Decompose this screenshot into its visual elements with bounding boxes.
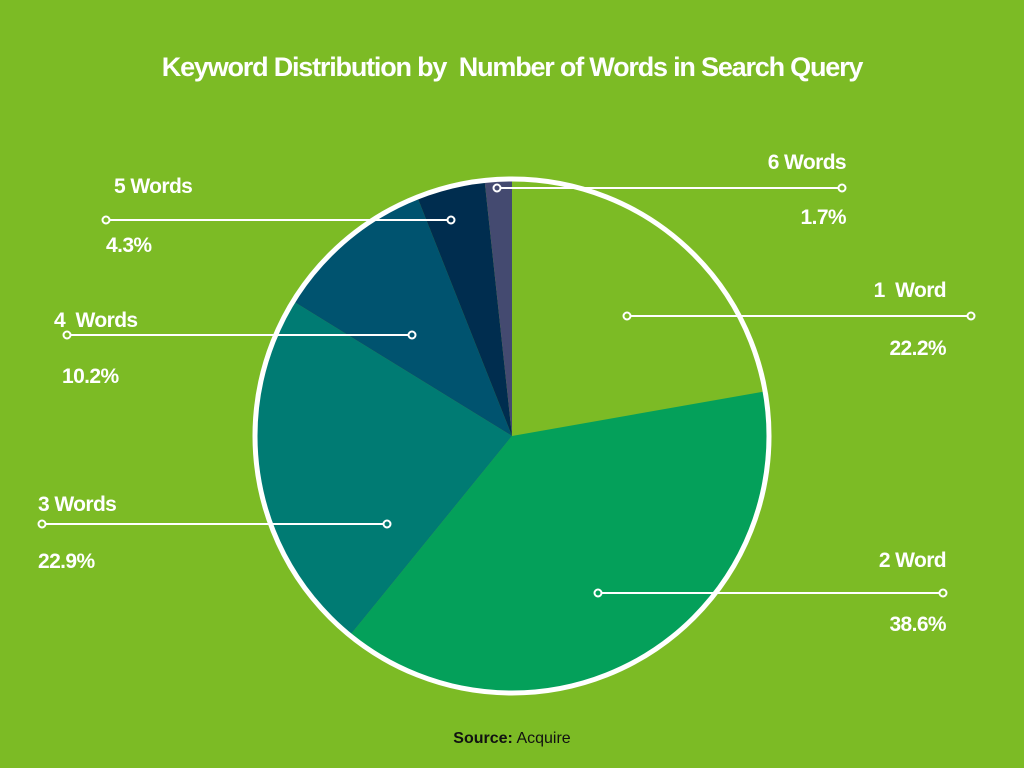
value-6-words: 1.7% xyxy=(800,206,847,229)
label-2-word: 2 Word xyxy=(878,549,947,572)
leader-dot-icon xyxy=(62,330,72,340)
label-6-words: 6 Words xyxy=(767,151,847,174)
leader-dot-icon xyxy=(966,311,976,321)
label-1-word: 1 Word xyxy=(873,279,947,302)
pie-ring xyxy=(252,176,772,696)
chart-title: Keyword Distribution by Number of Words … xyxy=(161,52,864,82)
leader-dot-icon xyxy=(938,588,948,598)
slice-5-words xyxy=(417,181,512,436)
value-2-word: 38.6% xyxy=(889,613,946,636)
slice-1-word xyxy=(512,180,765,436)
leader-lines xyxy=(37,183,976,598)
pie-slices xyxy=(256,180,768,692)
label-3-words: 3 Words xyxy=(38,493,117,516)
leader-dot-icon xyxy=(593,588,603,598)
source-note: Source: Acquire xyxy=(0,730,1024,748)
value-3-words: 22.9% xyxy=(38,550,95,573)
label-4-words: 4 Words xyxy=(54,309,138,332)
source-label: Source: xyxy=(453,730,513,747)
value-1-word: 22.2% xyxy=(889,337,946,360)
slice-3-words xyxy=(256,301,512,635)
leader-dot-icon xyxy=(622,311,632,321)
slice-6-words xyxy=(484,180,512,436)
leader-dot-icon xyxy=(382,519,392,529)
leader-dot-icon xyxy=(101,215,111,225)
value-5-words: 4.3% xyxy=(106,234,152,257)
slice-2-word xyxy=(350,391,768,692)
leader-dot-icon xyxy=(407,330,417,340)
leader-dot-icon xyxy=(492,183,502,193)
leader-dot-icon xyxy=(446,215,456,225)
value-4-words: 10.2% xyxy=(62,365,119,388)
leader-dot-icon xyxy=(37,519,47,529)
source-value: Acquire xyxy=(516,730,571,747)
slice-4-words xyxy=(294,198,512,436)
label-5-words: 5 Words xyxy=(114,175,193,198)
leader-dot-icon xyxy=(837,183,847,193)
